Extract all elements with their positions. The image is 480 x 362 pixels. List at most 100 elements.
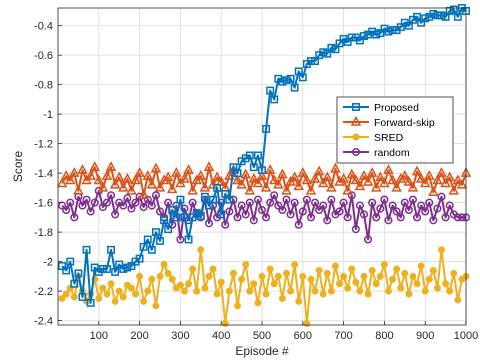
data-point-sred bbox=[380, 261, 388, 269]
data-point-sred bbox=[311, 287, 319, 295]
data-point-random bbox=[380, 195, 389, 204]
data-point-sred bbox=[389, 275, 397, 283]
data-point-random bbox=[412, 213, 422, 222]
data-point-forward-skip bbox=[391, 181, 402, 192]
data-point-proposed bbox=[127, 262, 136, 270]
data-point-sred bbox=[144, 287, 152, 295]
data-point-forward-skip bbox=[146, 178, 158, 189]
data-point-random bbox=[417, 201, 426, 210]
data-point-sred bbox=[95, 294, 103, 302]
data-point-random bbox=[429, 216, 438, 225]
data-point-random bbox=[70, 213, 79, 222]
data-point-random bbox=[421, 207, 430, 216]
data-point-forward-skip bbox=[236, 178, 247, 189]
data-point-proposed bbox=[225, 195, 234, 204]
data-point-forward-skip bbox=[215, 175, 227, 186]
data-point-forward-skip bbox=[126, 184, 137, 195]
legend-label: Forward-skip bbox=[374, 117, 435, 129]
data-point-random bbox=[221, 220, 230, 229]
data-point-forward-skip bbox=[326, 181, 337, 192]
data-point-proposed bbox=[355, 36, 364, 45]
y-tick-label: -2.4 bbox=[34, 316, 53, 328]
legend-marker bbox=[350, 115, 362, 126]
data-point-sred bbox=[364, 290, 372, 298]
data-point-random bbox=[392, 207, 401, 216]
data-point-proposed bbox=[311, 57, 319, 66]
x-tick-label: 1000 bbox=[454, 330, 478, 342]
data-point-sred bbox=[234, 302, 242, 310]
data-point-proposed bbox=[335, 39, 344, 48]
y-tick-label: -1 bbox=[43, 109, 53, 121]
data-point-forward-skip bbox=[56, 177, 68, 188]
data-point-sred bbox=[99, 284, 107, 292]
data-point-forward-skip bbox=[154, 181, 166, 192]
data-point-forward-skip bbox=[105, 161, 117, 171]
data-point-proposed bbox=[196, 211, 205, 220]
data-point-sred bbox=[319, 290, 327, 298]
data-point-proposed bbox=[245, 151, 254, 160]
data-point-forward-skip bbox=[166, 183, 178, 194]
data-point-random bbox=[135, 192, 144, 201]
data-point-random bbox=[262, 213, 271, 222]
data-point-sred bbox=[115, 287, 123, 295]
data-point-forward-skip bbox=[309, 172, 321, 183]
data-point-proposed bbox=[111, 267, 120, 276]
data-point-random bbox=[323, 216, 332, 225]
data-point-proposed bbox=[151, 228, 160, 237]
data-point-sred bbox=[384, 287, 392, 295]
x-tick-label: 300 bbox=[171, 330, 189, 342]
data-point-sred bbox=[238, 275, 246, 283]
data-point-proposed bbox=[249, 163, 258, 172]
legend-label: random bbox=[374, 147, 410, 159]
data-point-sred bbox=[270, 280, 278, 288]
tick-labels: 100 200 300 400 500 600 700 800 900 1000 -2.4 -2.2 -… bbox=[34, 21, 478, 342]
data-point-forward-skip bbox=[281, 184, 292, 195]
data-point-forward-skip bbox=[305, 184, 317, 195]
x-tick-label: 100 bbox=[90, 330, 108, 342]
data-point-forward-skip bbox=[277, 168, 288, 179]
data-point-forward-skip bbox=[358, 169, 370, 180]
data-point-forward-skip bbox=[452, 174, 464, 185]
data-point-forward-skip bbox=[350, 174, 362, 185]
data-point-random bbox=[400, 198, 409, 207]
data-point-sred bbox=[107, 280, 115, 288]
data-point-proposed bbox=[270, 95, 279, 104]
data-point-proposed bbox=[441, 12, 450, 21]
data-point-forward-skip bbox=[424, 169, 435, 180]
data-point-random bbox=[396, 213, 405, 222]
data-point-forward-skip bbox=[134, 167, 145, 177]
data-point-forward-skip bbox=[183, 164, 194, 174]
data-point-proposed bbox=[290, 83, 299, 92]
data-point-forward-skip bbox=[375, 171, 386, 182]
data-point-proposed bbox=[319, 48, 328, 57]
ticks bbox=[58, 25, 467, 325]
data-point-random bbox=[364, 235, 373, 244]
data-point-random bbox=[294, 220, 303, 229]
data-point-random bbox=[98, 202, 107, 212]
data-point-sred bbox=[372, 280, 380, 288]
data-point-sred bbox=[225, 287, 233, 295]
data-point-random bbox=[347, 191, 356, 200]
data-point-sred bbox=[250, 280, 258, 288]
data-point-forward-skip bbox=[415, 172, 427, 183]
data-point-random bbox=[86, 207, 95, 216]
data-point-random bbox=[155, 207, 165, 216]
data-point-forward-skip bbox=[244, 184, 256, 195]
data-point-random bbox=[58, 201, 67, 210]
data-point-random bbox=[102, 198, 112, 207]
legend-item-sred: SRED bbox=[343, 132, 404, 144]
data-point-random bbox=[372, 213, 381, 222]
data-point-random bbox=[106, 191, 116, 200]
data-point-sred bbox=[295, 297, 303, 305]
data-point-forward-skip bbox=[179, 172, 190, 183]
data-point-sred bbox=[299, 272, 307, 280]
data-point-proposed bbox=[107, 245, 115, 254]
data-point-proposed bbox=[213, 183, 222, 192]
data-point-sred bbox=[193, 287, 201, 295]
data-point-forward-skip bbox=[297, 167, 309, 177]
data-point-proposed bbox=[396, 23, 405, 32]
y-tick-label: -2.2 bbox=[34, 286, 53, 298]
data-point-proposed bbox=[413, 12, 421, 21]
data-point-forward-skip bbox=[64, 174, 76, 185]
